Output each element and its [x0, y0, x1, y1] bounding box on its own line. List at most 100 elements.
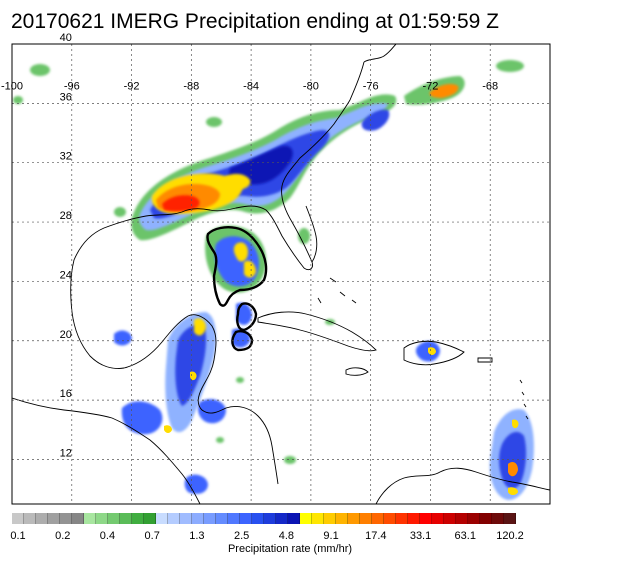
- latitude-label: 16: [60, 388, 72, 400]
- colorbar-swatch: [312, 513, 324, 524]
- colorbar-swatch: [240, 513, 252, 524]
- longitude-label: -92: [124, 80, 140, 92]
- colorbar-swatch: [108, 513, 120, 524]
- colorbar-swatch: [348, 513, 360, 524]
- puerto-rico-coastline: [477, 357, 493, 363]
- colorbar-swatch: [492, 513, 504, 524]
- us-gulf-coastline: [70, 61, 365, 369]
- latitude-label: 12: [60, 447, 72, 459]
- atlantic-coastline: [363, 44, 397, 63]
- colorbar-swatch: [24, 513, 36, 524]
- longitude-label: -80: [303, 80, 319, 92]
- latitude-label: 24: [60, 269, 72, 281]
- colorbar-swatch: [288, 513, 300, 524]
- storm-watch-outline-2: [236, 302, 258, 332]
- colorbar-swatch: [444, 513, 456, 524]
- colorbar-swatch: [420, 513, 432, 524]
- colorbar-tick-label: 0.7: [144, 530, 160, 542]
- map-title: 20170621 IMERG Precipitation ending at 0…: [11, 10, 499, 33]
- precipitation-field: [13, 60, 534, 500]
- storm-rain-yellow: [233, 242, 248, 262]
- colorbar-swatch: [264, 513, 276, 524]
- se-system-yellow-2: [508, 487, 518, 495]
- colorbar-swatch: [504, 513, 516, 524]
- longitude-label: -84: [243, 80, 259, 92]
- colorbar-swatch: [276, 513, 288, 524]
- colorbar-tick-label: 2.5: [233, 530, 250, 542]
- yucatan-coastline: [187, 314, 279, 485]
- colorbar-tick-label: 63.1: [454, 530, 476, 542]
- rain-cell-offshore-blue: [361, 109, 390, 131]
- longitude-label: -88: [183, 80, 199, 92]
- latitude-label: 32: [60, 151, 72, 163]
- longitude-labels: -100 -96 -92 -88 -84 -80 -76 -72 -68: [1, 80, 498, 92]
- colorbar-tick-label: 9.1: [323, 530, 339, 542]
- longitude-label: -68: [482, 80, 498, 92]
- colorbar-swatch: [252, 513, 264, 524]
- scattered-light-rain: [13, 60, 524, 464]
- bahamas: [317, 277, 357, 304]
- rain-cell-yellow-ne: [224, 173, 251, 190]
- colorbar-swatch: [204, 513, 216, 524]
- central-america-cells: [121, 401, 163, 435]
- colorbar-swatch: [384, 513, 396, 524]
- colorbar-swatch: [84, 513, 96, 524]
- colorbar: [12, 513, 516, 524]
- colorbar-swatch: [120, 513, 132, 524]
- yucatan-band-blue: [175, 324, 207, 406]
- cell-blue-2: [114, 330, 132, 346]
- latitude-label: 28: [60, 210, 72, 222]
- pacific-coastline: [12, 397, 201, 504]
- colorbar-title: Precipitation rate (mm/hr): [227, 543, 353, 555]
- colorbar-swatch: [144, 513, 156, 524]
- storm-rain-yellow-2: [244, 260, 256, 278]
- colorbar-swatch: [48, 513, 60, 524]
- cuba-coastline: [257, 311, 377, 352]
- colorbar-tick-label: 33.1: [409, 530, 432, 542]
- lat-lon-grid: [12, 44, 550, 504]
- colorbar-swatch: [36, 513, 48, 524]
- hispaniola-cell-blue: [415, 341, 440, 362]
- colorbar-swatch: [192, 513, 204, 524]
- colorbar-tick-label: 17.4: [365, 530, 387, 542]
- colorbar-swatch: [132, 513, 144, 524]
- map-content: [12, 44, 550, 504]
- colorbar-swatch: [168, 513, 180, 524]
- colorbar-swatch: [216, 513, 228, 524]
- colorbar-swatch: [324, 513, 336, 524]
- yucatan-band-yellow: [194, 318, 206, 336]
- south-america-coastline: [375, 467, 550, 504]
- coastlines: [12, 44, 550, 504]
- colorbar-swatch: [180, 513, 192, 524]
- longitude-label: -96: [64, 80, 80, 92]
- colorbar-swatch: [336, 513, 348, 524]
- hispaniola-cell-yellow: [428, 347, 436, 355]
- se-system-blue: [499, 431, 527, 489]
- colorbar-swatch: [432, 513, 444, 524]
- colorbar-swatch: [300, 513, 312, 524]
- longitude-label: -76: [363, 80, 379, 92]
- storm-watch-outline: [206, 226, 268, 307]
- colorbar-tick-label: 0.4: [99, 530, 116, 542]
- longitude-label: -100: [1, 80, 23, 92]
- colorbar-swatch: [60, 513, 72, 524]
- colorbar-swatch: [372, 513, 384, 524]
- se-system-yellow: [512, 419, 519, 429]
- latitude-label: 20: [60, 329, 72, 341]
- colorbar-swatch: [156, 513, 168, 524]
- longitude-label: -72: [422, 80, 438, 92]
- storm-watch-outline-3: [231, 330, 254, 352]
- colorbar-swatch: [480, 513, 492, 524]
- cell-blue-1: [184, 474, 208, 494]
- lesser-antilles: [519, 379, 529, 420]
- colorbar-swatch: [396, 513, 408, 524]
- colorbar-swatch: [72, 513, 84, 524]
- colorbar-swatch: [468, 513, 480, 524]
- colorbar-tick-label: 0.1: [10, 530, 26, 542]
- colorbar-tick-label: 120.2: [496, 530, 524, 542]
- rain-cell-offshore-orange: [429, 84, 459, 98]
- colorbar-swatch: [408, 513, 420, 524]
- florida-coastline: [305, 205, 318, 263]
